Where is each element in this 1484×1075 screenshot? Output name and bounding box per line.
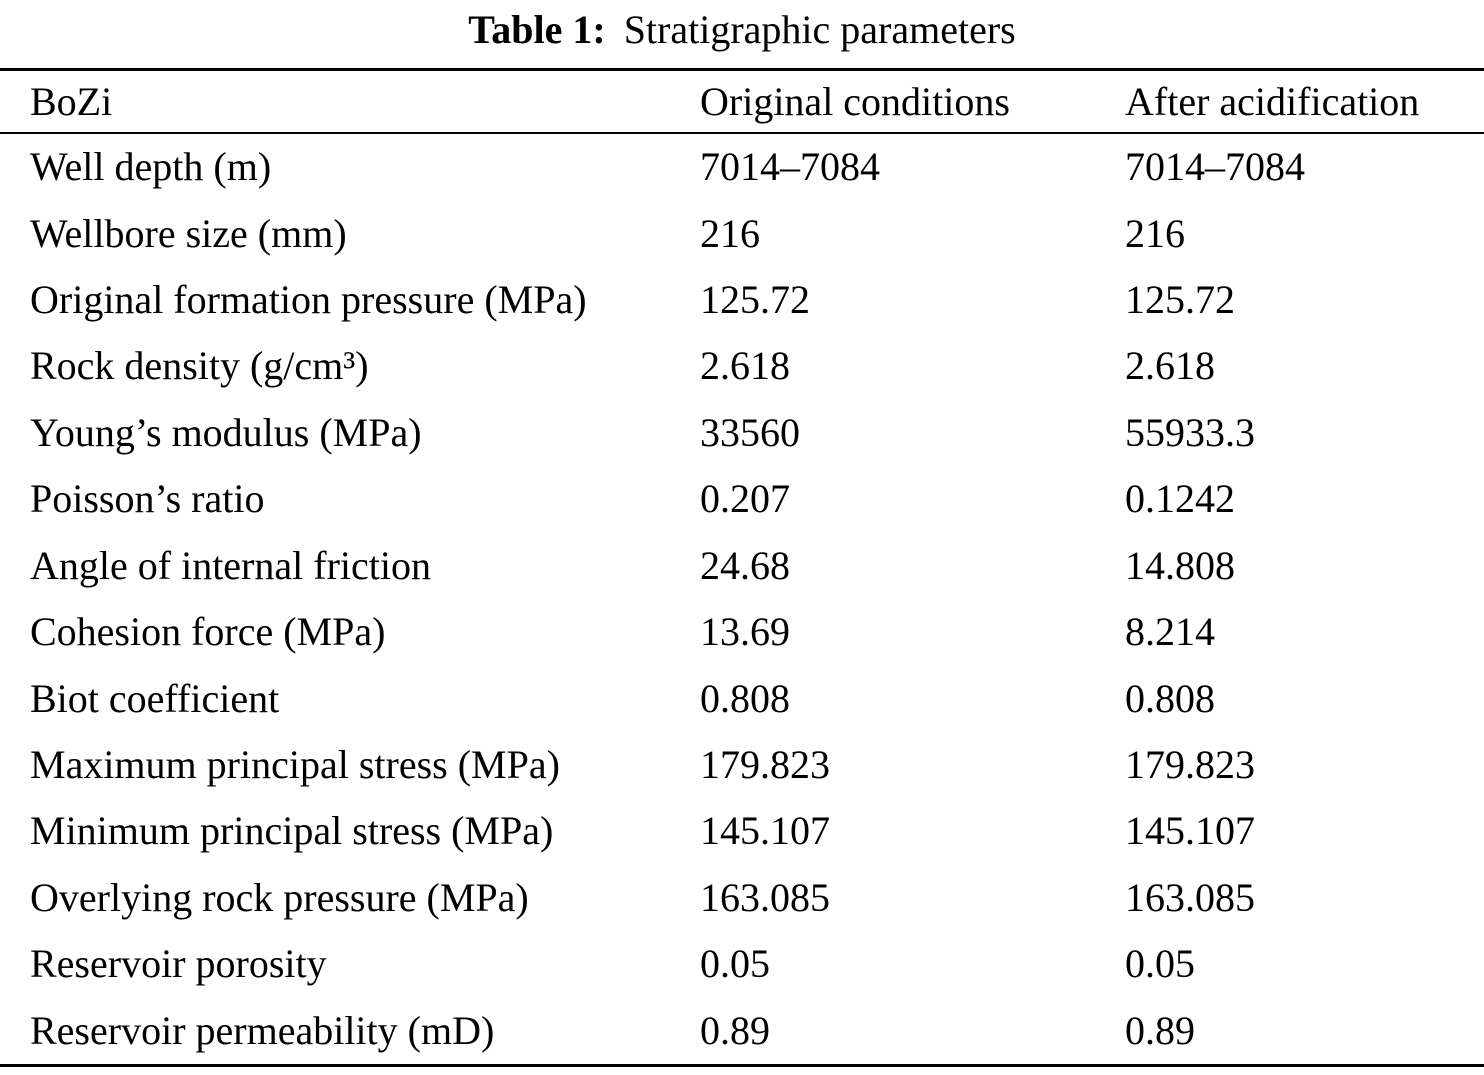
parameter-cell: Overlying rock pressure (MPa) <box>30 874 529 920</box>
acidified-value-cell: 14.808 <box>1125 542 1235 588</box>
table-row: Wellbore size (mm) 216 216 <box>0 200 1484 266</box>
parameter-cell: Rock density (g/cm³) <box>30 343 369 389</box>
original-value-cell: 145.107 <box>700 808 830 854</box>
table-row: Minimum principal stress (MPa) 145.107 1… <box>0 798 1484 864</box>
table-caption-title: Stratigraphic parameters <box>623 7 1016 52</box>
stratigraphic-parameters-table: BoZi Original conditions After acidifica… <box>0 68 1484 1067</box>
parameter-cell: Original formation pressure (MPa) <box>30 277 587 323</box>
parameter-cell: Biot coefficient <box>30 675 280 721</box>
parameter-cell: Reservoir porosity <box>30 941 327 987</box>
acidified-value-cell: 216 <box>1125 210 1185 256</box>
table-row: Well depth (m) 7014–7084 7014–7084 <box>0 134 1484 200</box>
acidified-value-cell: 0.05 <box>1125 941 1195 987</box>
acidified-value-cell: 125.72 <box>1125 277 1235 323</box>
parameter-cell: Reservoir permeability (mD) <box>30 1007 495 1053</box>
acidified-value-cell: 163.085 <box>1125 874 1255 920</box>
acidified-value-cell: 0.89 <box>1125 1007 1195 1053</box>
parameter-cell: Young’s modulus (MPa) <box>30 409 422 455</box>
acidified-value-cell: 2.618 <box>1125 343 1215 389</box>
column-header-bozi: BoZi <box>30 78 113 124</box>
table-row: Maximum principal stress (MPa) 179.823 1… <box>0 732 1484 798</box>
table-row: Young’s modulus (MPa) 33560 55933.3 <box>0 400 1484 466</box>
acidified-value-cell: 145.107 <box>1125 808 1255 854</box>
original-value-cell: 0.05 <box>700 941 770 987</box>
acidified-value-cell: 179.823 <box>1125 742 1255 787</box>
table-caption-number: Table 1: <box>468 7 606 52</box>
column-header-after-acidification: After acidification <box>1125 78 1420 124</box>
table-row: Original formation pressure (MPa) 125.72… <box>0 267 1484 333</box>
column-header-original-conditions: Original conditions <box>700 78 1010 124</box>
original-value-cell: 2.618 <box>700 343 790 389</box>
original-value-cell: 33560 <box>700 409 800 455</box>
original-value-cell: 0.808 <box>700 675 790 721</box>
original-value-cell: 179.823 <box>700 742 830 787</box>
parameter-cell: Cohesion force (MPa) <box>30 609 386 655</box>
parameter-cell: Minimum principal stress (MPa) <box>30 808 554 854</box>
table-row: Rock density (g/cm³) 2.618 2.618 <box>0 333 1484 399</box>
table-row: Biot coefficient 0.808 0.808 <box>0 665 1484 731</box>
table-row: Reservoir porosity 0.05 0.05 <box>0 931 1484 997</box>
acidified-value-cell: 0.1242 <box>1125 476 1235 522</box>
parameter-cell: Well depth (m) <box>30 144 272 190</box>
original-value-cell: 13.69 <box>700 609 790 655</box>
table-row: Overlying rock pressure (MPa) 163.085 16… <box>0 865 1484 931</box>
original-value-cell: 24.68 <box>700 542 790 588</box>
acidified-value-cell: 8.214 <box>1125 609 1215 655</box>
table-row: Poisson’s ratio 0.207 0.1242 <box>0 466 1484 532</box>
parameter-cell: Angle of internal friction <box>30 542 431 588</box>
parameter-cell: Poisson’s ratio <box>30 476 265 522</box>
original-value-cell: 125.72 <box>700 277 810 323</box>
acidified-value-cell: 7014–7084 <box>1125 144 1305 190</box>
table-row: Reservoir permeability (mD) 0.89 0.89 <box>0 997 1484 1063</box>
acidified-value-cell: 55933.3 <box>1125 409 1255 455</box>
table-header-row: BoZi Original conditions After acidifica… <box>0 71 1484 134</box>
table-caption: Table 1: Stratigraphic parameters <box>0 0 1484 60</box>
original-value-cell: 0.207 <box>700 476 790 522</box>
original-value-cell: 163.085 <box>700 874 830 920</box>
acidified-value-cell: 0.808 <box>1125 675 1215 721</box>
table-row: Cohesion force (MPa) 13.69 8.214 <box>0 599 1484 665</box>
original-value-cell: 216 <box>700 210 760 256</box>
parameter-cell: Wellbore size (mm) <box>30 210 347 256</box>
original-value-cell: 7014–7084 <box>700 144 880 190</box>
parameter-cell: Maximum principal stress (MPa) <box>30 742 560 787</box>
table-row: Angle of internal friction 24.68 14.808 <box>0 533 1484 599</box>
original-value-cell: 0.89 <box>700 1007 770 1053</box>
